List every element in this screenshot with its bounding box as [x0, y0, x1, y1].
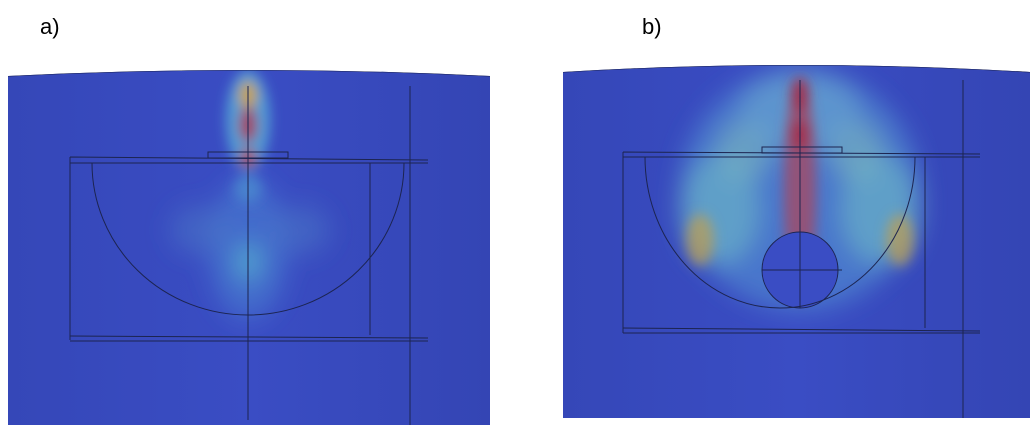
- panel-label: a): [40, 14, 60, 39]
- panel-b: [563, 55, 1030, 418]
- figure: a) b): [0, 0, 1033, 426]
- page: a) b): [0, 0, 1033, 426]
- panel-label: b): [642, 14, 662, 39]
- panel-a: [8, 60, 490, 426]
